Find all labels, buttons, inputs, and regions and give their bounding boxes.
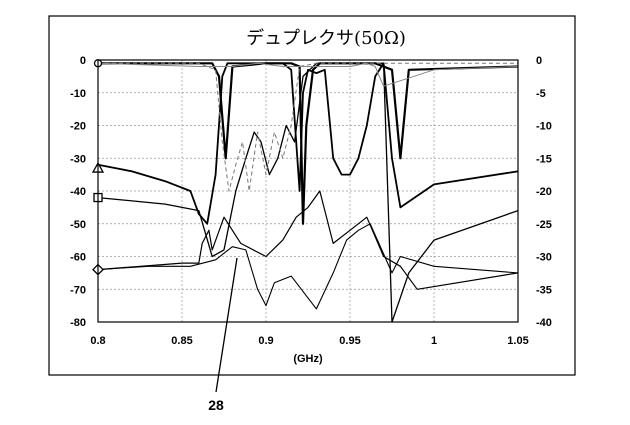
- left-tick-label: -60: [70, 252, 86, 264]
- left-tick-label: -20: [70, 121, 86, 133]
- right-tick-label: -30: [536, 252, 552, 264]
- x-tick-label: 0.9: [258, 335, 273, 347]
- annotation-label-28: 28: [208, 397, 224, 413]
- x-tick-label: 0.8: [90, 335, 105, 347]
- left-tick-label: -50: [70, 219, 86, 231]
- right-tick-label: -15: [536, 153, 552, 165]
- x-tick-label: 1.05: [507, 335, 528, 347]
- x-tick-label: 0.95: [339, 335, 360, 347]
- left-axis-ticks: 0 -10 -20 -30 -40 -50 -60 -70 -80: [70, 55, 86, 329]
- left-tick-label: -70: [70, 284, 86, 296]
- left-tick-label: -40: [70, 186, 86, 198]
- left-tick-label: -30: [70, 153, 86, 165]
- right-tick-label: -35: [536, 284, 552, 296]
- right-tick-label: -5: [536, 88, 546, 100]
- right-tick-label: -20: [536, 186, 552, 198]
- left-tick-label: -80: [70, 317, 86, 329]
- x-tick-label: 0.85: [171, 335, 192, 347]
- chart-title: デュプレクサ(50Ω): [246, 28, 406, 49]
- left-tick-label: -10: [70, 88, 86, 100]
- x-axis-label: (GHz): [293, 353, 323, 365]
- right-tick-label: 0: [536, 55, 542, 67]
- x-tick-label: 1: [431, 335, 437, 347]
- right-tick-label: -10: [536, 121, 552, 133]
- left-tick-label: 0: [80, 55, 86, 67]
- right-tick-label: -40: [536, 317, 552, 329]
- right-tick-label: -25: [536, 219, 552, 231]
